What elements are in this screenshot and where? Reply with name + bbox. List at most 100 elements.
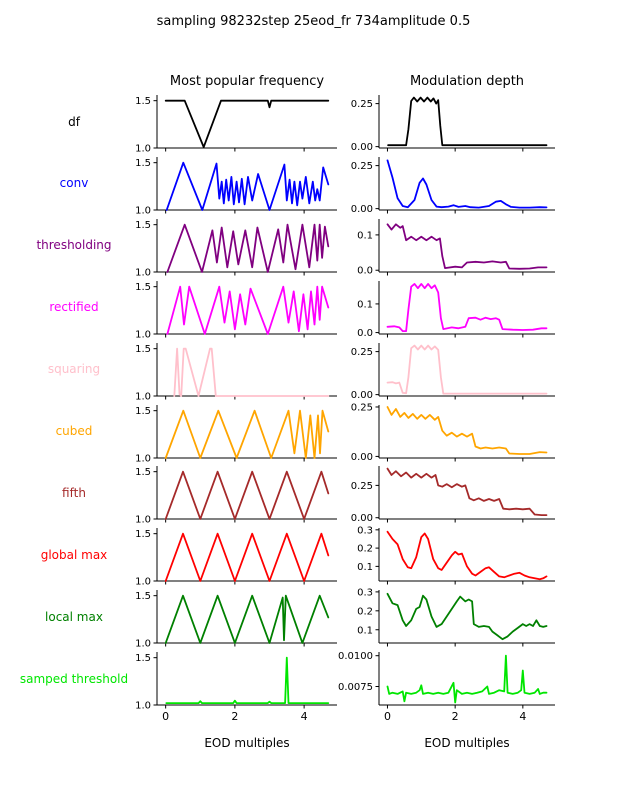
y-tick-label: 1.0 [135, 577, 151, 588]
plot-thresholding-depth: 0.0 0.1 [357, 218, 555, 277]
plot-local-max-frequency: 1.0 1.5 [135, 590, 337, 650]
y-tick-label: 0.0075 [338, 682, 373, 693]
row-label-squaring: squaring [47, 362, 101, 377]
line-df-frequency [164, 99, 330, 148]
y-tick-label: 1.5 [135, 406, 151, 417]
y-tick-label: 1.5 [135, 653, 151, 664]
x-axis-label-right: EOD multiples [424, 736, 510, 750]
row-label-fifth: fifth [62, 485, 86, 500]
y-tick-label: 0.25 [351, 481, 373, 492]
line-samped-threshold-depth [386, 654, 548, 704]
y-tick-label: 1.5 [135, 282, 151, 293]
y-tick-label: 1.0 [135, 144, 151, 155]
plot-fifth-frequency: 1.0 1.5 [135, 466, 337, 526]
row-label-local-max: local max [45, 609, 103, 624]
y-tick-label: 1.0 [135, 267, 151, 278]
line-conv-depth [386, 159, 548, 209]
line-samped-threshold-frequency [165, 656, 330, 705]
y-tick-label: 0.0 [357, 328, 373, 339]
x-tick-label: 0 [384, 710, 391, 723]
plot-global-max-depth: 0.1 0.2 0.3 [357, 526, 555, 585]
column-title-most-popular-frequency: Most popular frequency [169, 74, 325, 89]
y-tick-label: 1.5 [135, 344, 151, 355]
plot-conv-frequency: 1.0 1.5 [135, 156, 337, 216]
y-tick-label: 0.1 [357, 562, 373, 573]
y-tick-label: 1.5 [135, 96, 151, 107]
y-tick-label: 1.0 [135, 453, 151, 464]
y-tick-label: 1.0 [135, 205, 151, 216]
x-tick-label: 0 [162, 710, 169, 723]
y-tick-label: 1.0 [135, 329, 151, 340]
column-title-modulation-depth: Modulation depth [409, 74, 525, 89]
plot-global-max-frequency: 1.0 1.5 [135, 528, 337, 588]
plot-squaring-depth: 0.00 0.25 [351, 342, 555, 401]
line-df-depth [387, 96, 548, 147]
y-tick-label: 0.00 [351, 514, 373, 525]
plot-rectified-frequency: 1.0 1.5 [135, 280, 337, 340]
y-tick-label: 1.0 [135, 515, 151, 526]
plot-df-depth: 0.00 0.25 [351, 95, 555, 153]
row-label-rectified: rectified [49, 300, 99, 315]
y-tick-label: 1.5 [135, 591, 151, 602]
line-cubed-frequency [164, 409, 330, 459]
y-tick-label: 0.1 [357, 230, 373, 241]
row-label-thresholding: thresholding [36, 238, 112, 253]
line-local-max-depth [386, 593, 548, 641]
line-squaring-frequency [173, 347, 330, 397]
line-local-max-frequency [164, 594, 330, 645]
line-fifth-frequency [164, 471, 330, 521]
y-tick-label: 1.0 [135, 701, 151, 712]
y-tick-label: 0.00 [351, 204, 373, 215]
y-tick-label: 0.3 [357, 588, 373, 599]
y-tick-label: 0.1 [357, 299, 373, 310]
y-tick-label: 0.2 [357, 544, 373, 555]
y-tick-label: 0.25 [351, 402, 373, 413]
y-tick-label: 0.00 [351, 142, 373, 153]
plot-squaring-frequency: 1.0 1.5 [135, 342, 337, 402]
plot-fifth-depth: 0.00 0.25 [351, 466, 555, 525]
y-tick-label: 1.5 [135, 158, 151, 169]
row-label-conv: conv [59, 176, 89, 191]
plot-cubed-depth: 0.00 0.25 [351, 402, 555, 462]
y-tick-label: 0.0 [357, 266, 373, 277]
y-tick-label: 0.25 [351, 99, 373, 110]
line-rectified-depth [386, 282, 548, 332]
line-rectified-frequency [166, 285, 330, 335]
y-tick-label: 0.3 [357, 526, 373, 537]
y-tick-label: 1.5 [135, 529, 151, 540]
y-tick-label: 0.2 [357, 607, 373, 618]
line-cubed-depth [386, 405, 548, 455]
y-tick-label: 0.1 [357, 625, 373, 636]
y-tick-label: 0.00 [351, 390, 373, 401]
plot-cubed-frequency: 1.0 1.5 [135, 404, 337, 464]
row-label-cubed: cubed [55, 424, 93, 438]
plot-samped-threshold-depth: 0 2 4 0.0075 0.0100 [338, 651, 555, 723]
row-label-samped-threshold: samped threshold [19, 671, 129, 686]
y-tick-label: 0.00 [351, 451, 373, 462]
y-tick-label: 1.5 [135, 220, 151, 231]
x-axis-label-left: EOD multiples [204, 736, 290, 750]
line-squaring-depth [386, 344, 548, 395]
line-global-max-frequency [164, 533, 330, 583]
line-conv-frequency [165, 161, 330, 211]
plot-local-max-depth: 0.1 0.2 0.3 [357, 588, 555, 647]
row-label-global-max: global max [40, 547, 108, 562]
plot-conv-depth: 0.00 0.25 [351, 156, 555, 215]
plot-thresholding-frequency: 1.0 1.5 [135, 218, 337, 278]
line-thresholding-frequency [166, 223, 330, 273]
y-tick-label: 1.0 [135, 639, 151, 650]
x-tick-label: 4 [519, 710, 526, 723]
y-tick-label: 0.25 [351, 161, 373, 172]
y-tick-label: 0.25 [351, 347, 373, 358]
y-tick-label: 1.5 [135, 468, 151, 479]
x-tick-label: 2 [452, 710, 459, 723]
y-tick-label: 1.0 [135, 391, 151, 402]
line-thresholding-depth [386, 223, 548, 270]
plot-samped-threshold-frequency: 0 2 4 1.0 1.5 [135, 652, 337, 723]
figure-title: sampling 98232step 25eod_fr 734amplitude… [156, 14, 471, 29]
row-label-df: df [68, 114, 80, 129]
x-tick-label: 4 [301, 710, 308, 723]
plot-df-frequency: 1.0 1.5 [135, 95, 337, 155]
x-tick-label: 2 [231, 710, 238, 723]
